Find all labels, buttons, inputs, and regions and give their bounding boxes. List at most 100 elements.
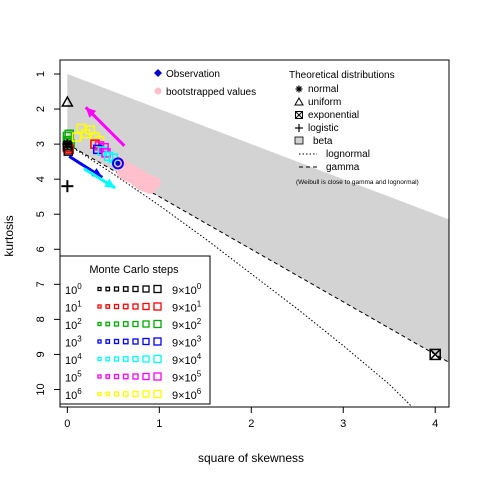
y-tick-label: 9 <box>35 351 47 357</box>
theoretical-points-layer <box>61 95 441 361</box>
mc-legend-square <box>142 320 150 328</box>
legend-normal-symbol <box>296 86 302 92</box>
legend-beta-symbol <box>294 136 304 145</box>
mc-legend-left-exp: 2 <box>77 317 82 326</box>
mc-legend-square <box>153 389 162 399</box>
mc-legend-square <box>122 303 129 310</box>
legend-uniform-symbol <box>294 96 304 106</box>
legend-observation-label: Observation <box>166 69 220 80</box>
mc-legend-square <box>122 356 129 362</box>
legend-bootstrap-symbol <box>154 87 162 95</box>
mc-legend-square <box>153 372 162 381</box>
mc-legend-right-label: 9×106 <box>172 387 202 402</box>
mc-legend-right-label: 9×102 <box>172 317 202 332</box>
beta-region-layer <box>67 74 449 363</box>
mc-legend-left-exp: 0 <box>77 282 82 291</box>
mc-legend-square <box>153 354 162 364</box>
y-axis-label: kurtosis <box>2 215 16 256</box>
mc-legend-square <box>113 286 120 292</box>
mc-legend-right-label: 9×105 <box>172 370 202 385</box>
y-tick-label: 6 <box>35 246 47 252</box>
x-tick-label: 3 <box>340 418 346 430</box>
legend-theoretical-title: Theoretical distributions <box>289 70 395 81</box>
mc-legend-left-exp: 4 <box>77 352 82 361</box>
mc-legend-right-label: 9×100 <box>172 282 202 297</box>
legend-observation: Observation bootstrapped values <box>154 69 256 98</box>
mc-legend-square <box>105 286 111 292</box>
mc-legend-square <box>132 285 139 293</box>
mc-legend-right-exp: 4 <box>197 352 202 361</box>
mc-legend-left-exp: 1 <box>77 300 82 309</box>
legend-observation-label: bootstrapped values <box>166 87 256 98</box>
x-tick-label: 0 <box>64 418 70 430</box>
mc-legend-square <box>97 339 102 344</box>
plot-frame <box>59 59 450 408</box>
exponential-point-x2 <box>429 348 441 360</box>
legend-exponential-x2 <box>295 111 303 119</box>
bootstrap-point <box>121 169 134 182</box>
legend-theoretical-label: gamma <box>326 162 360 173</box>
mc-legend-square <box>142 285 150 293</box>
mc-legend-square <box>105 356 111 362</box>
mc-legend-right-exp: 0 <box>197 282 202 291</box>
trend-arrow-head <box>104 178 116 188</box>
legend-monte-carlo-title: Monte Carlo steps <box>89 264 179 276</box>
y-tick-label: 7 <box>35 281 47 287</box>
mc-legend-square <box>97 391 102 397</box>
mc-legend-square <box>113 356 120 362</box>
mc-legend-square <box>132 355 139 363</box>
mc-legend-square <box>105 391 111 397</box>
mc-legend-square <box>113 338 120 345</box>
mc-legend-square <box>142 355 150 363</box>
mc-legend-square <box>122 286 129 292</box>
mc-legend-square <box>97 286 102 292</box>
bootstrap-layer <box>111 155 161 194</box>
mc-legend-square <box>132 320 139 328</box>
mc-legend-square <box>113 391 120 397</box>
y-axis: 1 2 3 4 5 6 7 8 9 10 <box>35 71 60 396</box>
mc-legend-square <box>153 302 162 311</box>
lognormal-line <box>67 143 413 407</box>
mc-legend-right-exp: 1 <box>197 300 202 309</box>
legend-observation-symbol <box>154 69 162 77</box>
y-tick-label: 3 <box>35 141 47 147</box>
mc-legend-right-exp: 5 <box>197 370 202 379</box>
bootstrap-point <box>148 176 161 189</box>
x-axis: 0 1 2 3 4 <box>64 407 438 430</box>
legend-exponential-symbol <box>295 111 303 119</box>
observation-point <box>115 160 121 166</box>
trend-arrow-head <box>85 107 97 118</box>
mc-legend-square <box>132 390 139 398</box>
x-tick-label: 4 <box>432 418 438 430</box>
uniform-point <box>61 95 74 107</box>
mc-legend-square <box>105 321 111 327</box>
mc-legend-right-label: 9×104 <box>172 352 202 367</box>
x-tick-label: 2 <box>248 418 254 430</box>
x-axis-label: square of skewness <box>198 451 304 465</box>
observation-ring <box>111 157 124 170</box>
mc-legend-square <box>113 303 120 310</box>
mc-legend-square <box>122 321 129 327</box>
y-tick-label: 2 <box>35 106 47 112</box>
y-tick-label: 5 <box>35 211 47 217</box>
x-tick-label: 1 <box>156 418 162 430</box>
mc-legend-square <box>132 373 139 380</box>
mc-legend-square <box>97 304 102 309</box>
mc-legend-square <box>122 373 129 380</box>
mc-legend-square <box>153 319 162 329</box>
exponential-point <box>429 348 441 361</box>
legend-theoretical-label: beta <box>313 136 333 147</box>
mc-legend-square <box>132 303 139 310</box>
legend-theoretical-label: lognormal <box>326 149 370 160</box>
legend-weibull-note: (Weibull is close to gamma and lognormal… <box>296 179 419 186</box>
y-tick-label: 1 <box>35 71 47 77</box>
arrows-layer <box>68 106 126 190</box>
legend-theoretical-label: normal <box>308 84 339 95</box>
y-tick-label: 4 <box>35 176 47 182</box>
mc-legend-square <box>113 321 120 327</box>
mc-legend-square <box>105 339 111 344</box>
beta-region <box>67 74 449 363</box>
mc-legend-square <box>105 374 111 379</box>
